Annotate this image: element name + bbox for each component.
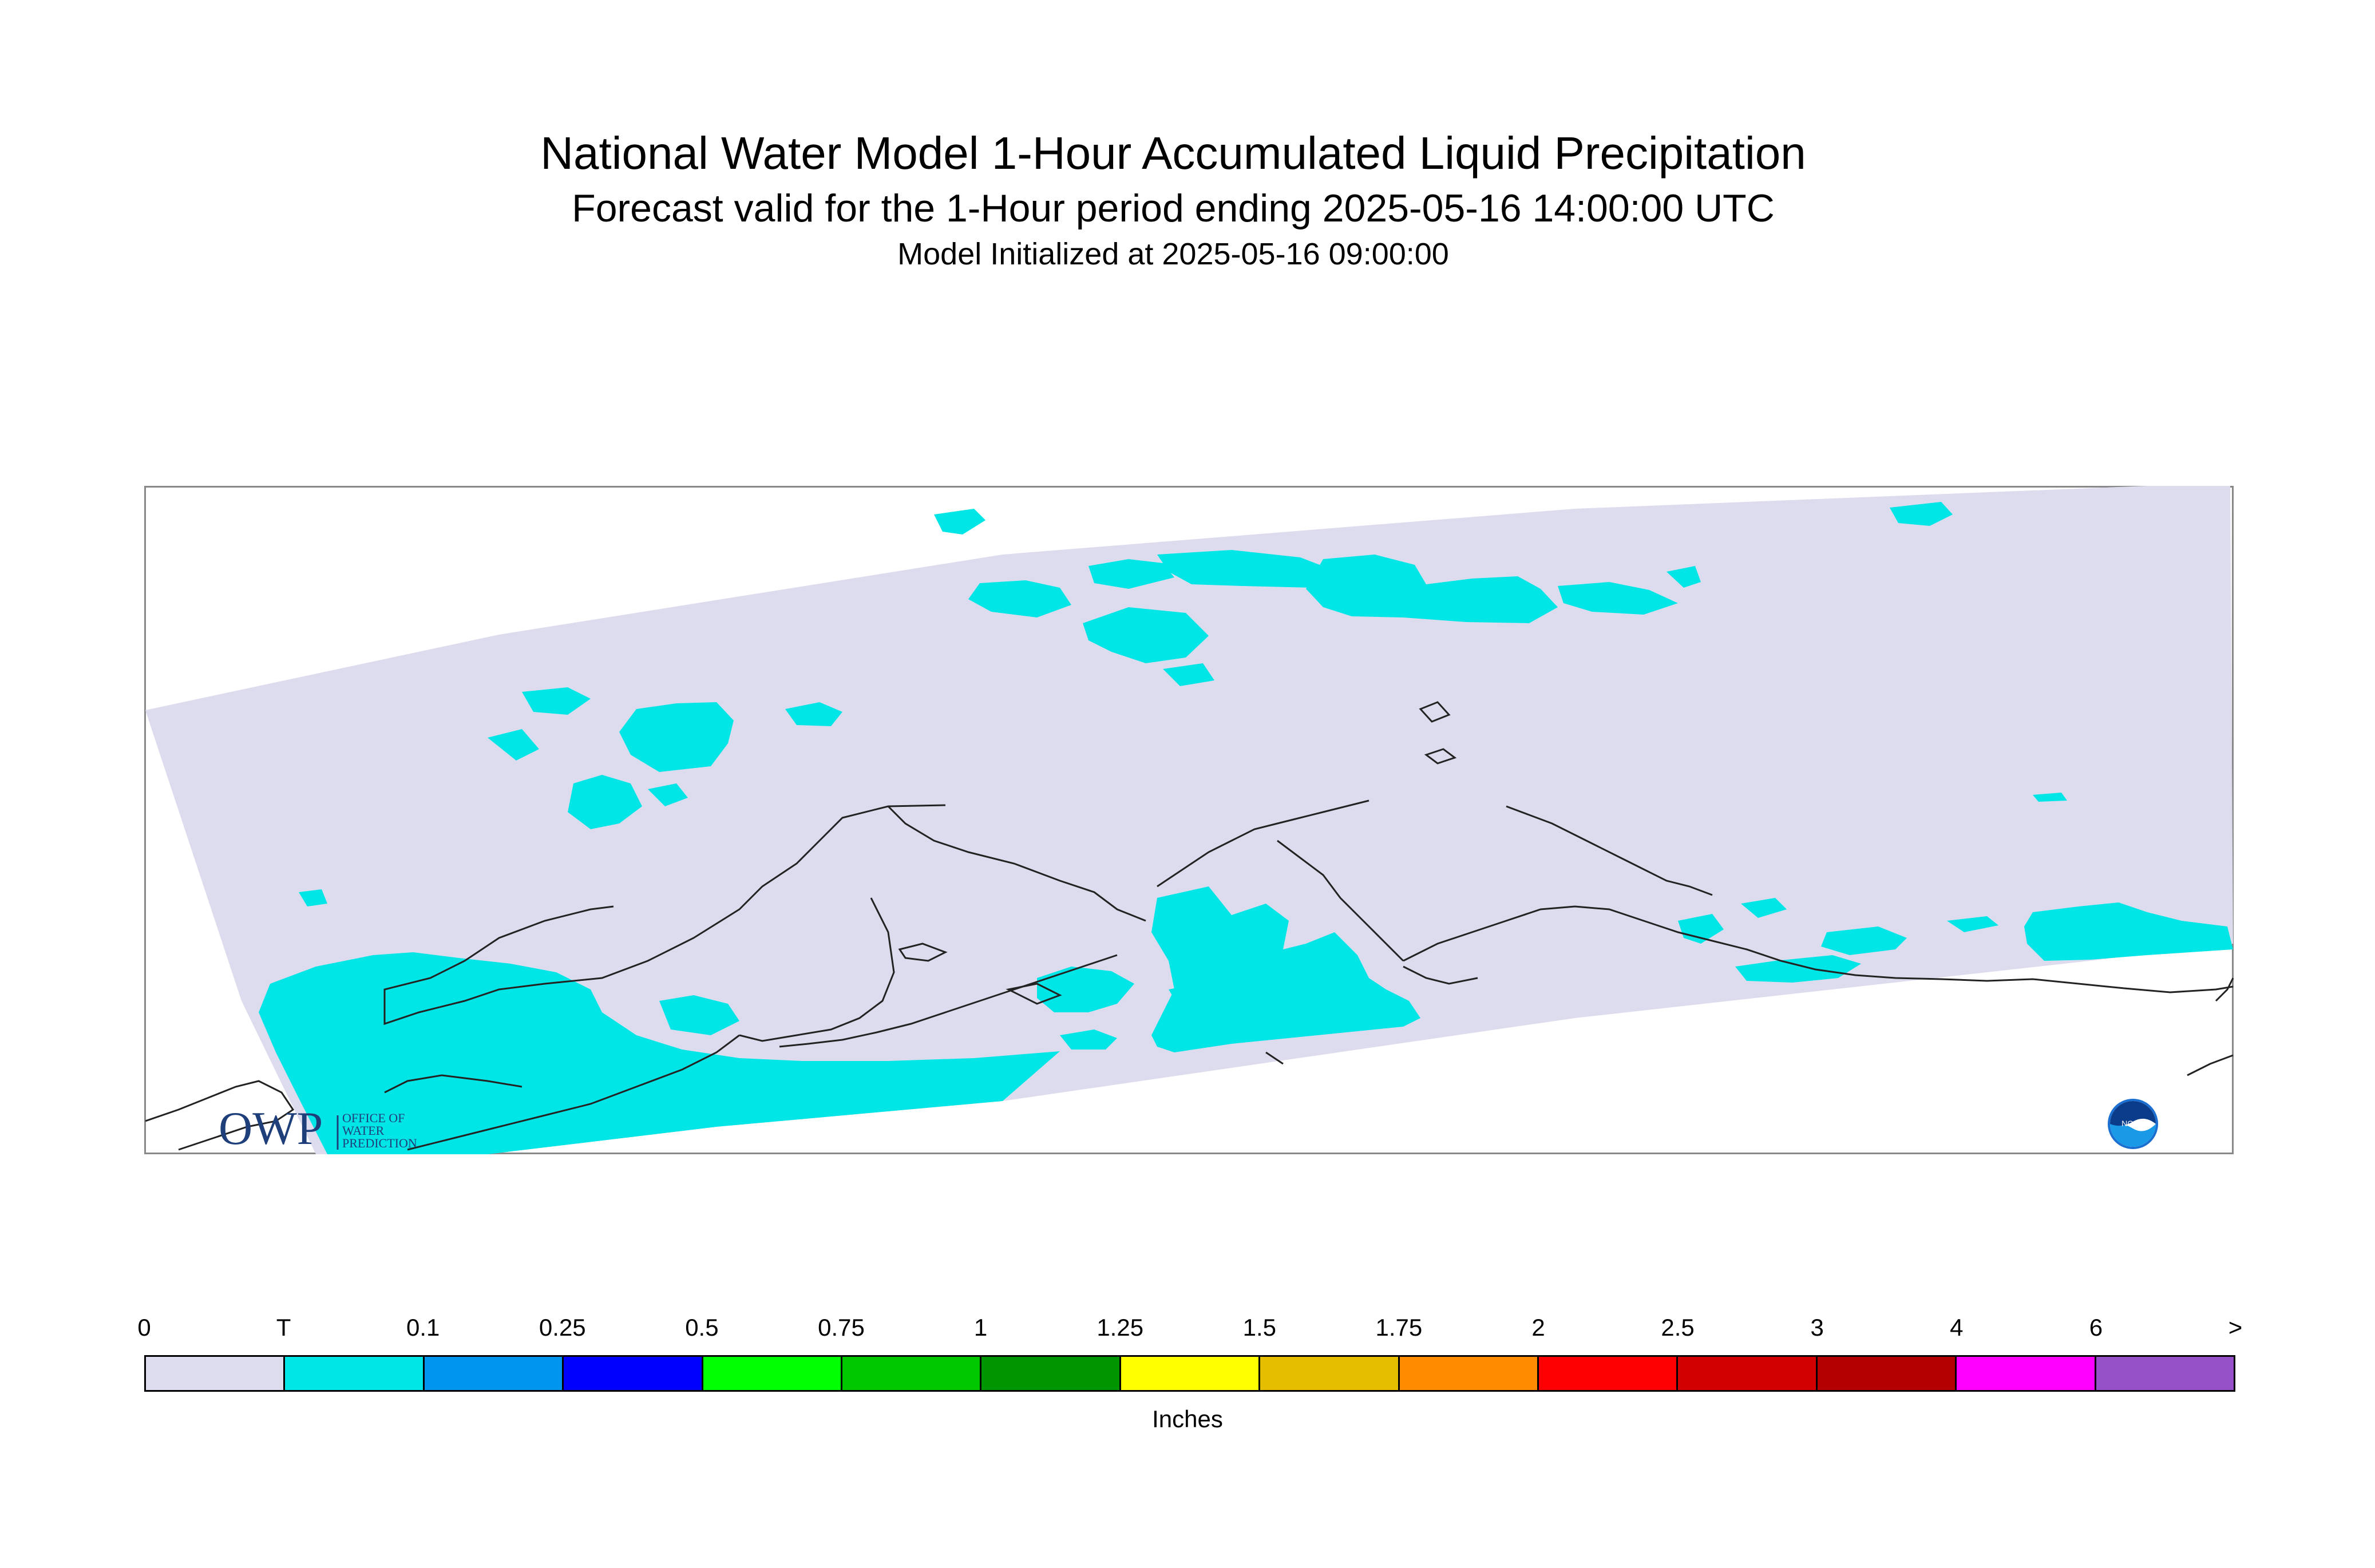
legend-tick-labels: 0 T 0.1 0.25 0.5 0.75 1 1.25 1.5 1.75 2 2.5 3 4 6 > — [137, 1314, 2242, 1348]
legend-tick-label: 2 — [1531, 1314, 1545, 1341]
legend-swatch-12 — [1817, 1357, 1957, 1390]
legend-tick-label: 1.25 — [1097, 1314, 1144, 1341]
legend-tick-label: 0.1 — [406, 1314, 440, 1341]
legend-color-bar — [144, 1355, 2235, 1392]
forecast-valid-subtitle: Forecast valid for the 1-Hour period end… — [572, 187, 1775, 230]
legend-swatch-3 — [564, 1357, 703, 1390]
legend-swatch-4 — [703, 1357, 843, 1390]
legend-tick-label: > — [2228, 1314, 2243, 1341]
legend-swatch-0 — [146, 1357, 286, 1390]
legend-tick-label: 0.75 — [818, 1314, 865, 1341]
noaa-logo-text: NOAA — [2121, 1119, 2144, 1128]
legend-swatch-1 — [285, 1357, 425, 1390]
legend-swatch-8 — [1260, 1357, 1400, 1390]
legend-tick-label: 0 — [137, 1314, 151, 1341]
precipitation-map: OWP OFFICE OF WATER PREDICTION NOAA — [144, 486, 2234, 1154]
legend-tick-label: 4 — [1950, 1314, 1964, 1341]
legend-swatch-14 — [2096, 1357, 2234, 1390]
coastlines — [145, 701, 2234, 1151]
noaa-logo: NOAA — [2108, 1099, 2158, 1149]
legend-swatch-11 — [1678, 1357, 1818, 1390]
legend-tick-label: 1.5 — [1242, 1314, 1276, 1341]
legend-swatch-2 — [424, 1357, 564, 1390]
model-domain — [145, 486, 2233, 1154]
legend-swatch-9 — [1399, 1357, 1539, 1390]
model-initialized-line: Model Initialized at 2025-05-16 09:00:00 — [897, 237, 1449, 271]
legend-units-label: Inches — [1152, 1405, 1223, 1432]
legend-tick-label: T — [276, 1314, 291, 1341]
precipitation-areas — [259, 502, 2233, 1154]
owp-logo-mark: OWP — [219, 1102, 323, 1154]
legend-swatch-5 — [842, 1357, 982, 1390]
legend-tick-label: 1 — [973, 1314, 988, 1341]
legend-tick-label: 6 — [2089, 1314, 2103, 1341]
map-title: National Water Model 1-Hour Accumulated … — [540, 128, 1806, 179]
owp-logo-text-1: OFFICE OF — [342, 1111, 405, 1125]
legend-swatch-13 — [1957, 1357, 2096, 1390]
legend-tick-label: 3 — [1810, 1314, 1824, 1341]
legend-swatch-10 — [1539, 1357, 1679, 1390]
owp-logo-text-3: PREDICTION — [342, 1136, 417, 1150]
owp-logo: OWP OFFICE OF WATER PREDICTION — [219, 1102, 417, 1154]
legend-tick-label: 0.25 — [539, 1314, 586, 1341]
owp-logo-text-2: WATER — [342, 1123, 385, 1138]
legend-swatch-6 — [981, 1357, 1121, 1390]
legend-tick-label: 2.5 — [1661, 1314, 1695, 1341]
legend-swatch-7 — [1121, 1357, 1261, 1390]
legend-tick-label: 1.75 — [1375, 1314, 1423, 1341]
legend-tick-label: 0.5 — [685, 1314, 719, 1341]
